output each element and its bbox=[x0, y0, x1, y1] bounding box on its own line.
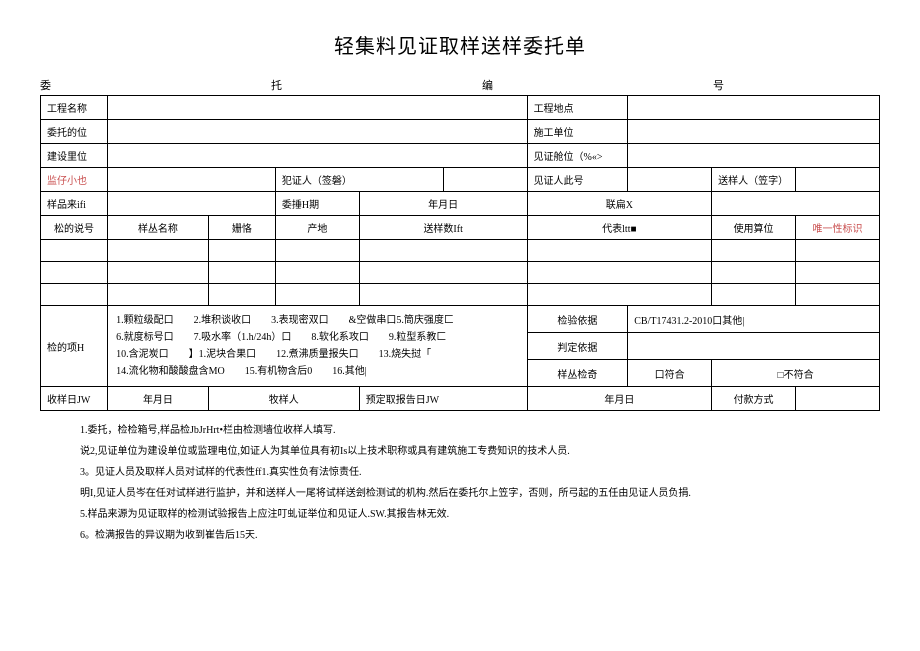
field-judge-basis[interactable] bbox=[628, 333, 880, 360]
page-title: 轻集料见证取样送样委托单 bbox=[40, 30, 880, 59]
note-line: 1.委托，检检箱号,样品检JbJrHrt•栏由检测墙位收样人填写. bbox=[80, 421, 880, 440]
cell-empty[interactable] bbox=[796, 284, 880, 306]
main-form-table: 工程名称 工程地点 委托的位 施工单位 建设里位 见证舱位（%«> 监仔小也 犯… bbox=[40, 95, 880, 411]
cell-empty[interactable] bbox=[208, 284, 275, 306]
cell-empty[interactable] bbox=[108, 262, 209, 284]
label-project-name: 工程名称 bbox=[41, 96, 108, 120]
cell-empty[interactable] bbox=[359, 240, 527, 262]
table-row: 建设里位 见证舱位（%«> bbox=[41, 144, 880, 168]
cell-empty[interactable] bbox=[275, 240, 359, 262]
label-witness-no: 见证人此号 bbox=[527, 168, 628, 192]
label-recv-person: 牧样人 bbox=[208, 387, 359, 411]
field-project-name[interactable] bbox=[108, 96, 527, 120]
header-tuo: 托 bbox=[271, 77, 282, 93]
table-row: 监仔小也 犯证人（签磐） 见证人此号 送样人（笠字） bbox=[41, 168, 880, 192]
label-recv-date: 收样日JW bbox=[41, 387, 108, 411]
label-sample-check: 样丛检奇 bbox=[527, 360, 628, 387]
field-entrust-date[interactable]: 年月日 bbox=[359, 192, 527, 216]
form-number-row: 委 托 编 号 bbox=[40, 77, 880, 93]
table-row: 松的说号 样丛名称 姗恪 产地 送样数Ift 代表ltt■ 使用算位 唯一性标识 bbox=[41, 216, 880, 240]
cell-empty[interactable] bbox=[712, 262, 796, 284]
table-row: 工程名称 工程地点 bbox=[41, 96, 880, 120]
note-line: 3。见证人员及取样人员对试样的代表性ff1.真实性负有法惊责任. bbox=[80, 463, 880, 482]
col-rep: 代表ltt■ bbox=[527, 216, 712, 240]
field-payment[interactable] bbox=[796, 387, 880, 411]
col-spec: 姗恪 bbox=[208, 216, 275, 240]
table-row: 检的项H 1.颗粒级配口 2.堆积谈收口 3.表现密双口 &空做串口5.筒庆强度… bbox=[41, 306, 880, 333]
field-conform[interactable]: 口符合 bbox=[628, 360, 712, 387]
note-line: 明I,见证人员岑在任对试样进行监护，并和送样人一尾将试样送刽检测试的机构.然后在… bbox=[80, 484, 880, 503]
cell-empty[interactable] bbox=[275, 262, 359, 284]
cell-empty[interactable] bbox=[208, 262, 275, 284]
col-unique: 唯一性标识 bbox=[796, 216, 880, 240]
label-entrust-date: 委捶H期 bbox=[275, 192, 359, 216]
label-test-items: 检的项H bbox=[41, 306, 108, 387]
label-test-basis: 检验依据 bbox=[527, 306, 628, 333]
cell-empty[interactable] bbox=[712, 240, 796, 262]
table-row bbox=[41, 262, 880, 284]
field-builder[interactable] bbox=[628, 120, 880, 144]
cell-empty[interactable] bbox=[359, 284, 527, 306]
field-test-items[interactable]: 1.颗粒级配口 2.堆积谈收口 3.表现密双口 &空做串口5.筒庆强度匚 6.就… bbox=[108, 306, 527, 387]
header-bian: 编 bbox=[482, 77, 493, 93]
col-sample-name: 样丛名称 bbox=[108, 216, 209, 240]
table-row: 委托的位 施工单位 bbox=[41, 120, 880, 144]
field-test-basis[interactable]: CB/T17431.2-2010口其他| bbox=[628, 306, 880, 333]
field-contact[interactable] bbox=[712, 192, 880, 216]
label-construct: 建设里位 bbox=[41, 144, 108, 168]
label-sample-src: 样品来ifi bbox=[41, 192, 108, 216]
field-witness-unit[interactable] bbox=[628, 144, 880, 168]
field-report-date[interactable]: 年月日 bbox=[527, 387, 712, 411]
field-witness-sign[interactable] bbox=[443, 168, 527, 192]
table-row bbox=[41, 240, 880, 262]
note-line: 说2,见证单位为建设单位或监理电位,如证人为其单位具有初Is以上技术职称或具有建… bbox=[80, 442, 880, 461]
field-sender-sign[interactable] bbox=[796, 168, 880, 192]
table-row bbox=[41, 284, 880, 306]
cell-empty[interactable] bbox=[41, 284, 108, 306]
cell-empty[interactable] bbox=[796, 262, 880, 284]
label-contact: 联扁X bbox=[527, 192, 712, 216]
field-witness-no[interactable] bbox=[628, 168, 712, 192]
cell-empty[interactable] bbox=[275, 284, 359, 306]
label-payment: 付款方式 bbox=[712, 387, 796, 411]
note-line: 6。检满报告的异议期为收到崔告后15天. bbox=[80, 526, 880, 545]
field-sample-src[interactable] bbox=[108, 192, 276, 216]
cell-empty[interactable] bbox=[527, 262, 712, 284]
label-witness-unit: 见证舱位（%«> bbox=[527, 144, 628, 168]
col-qty: 送样数Ift bbox=[359, 216, 527, 240]
table-row: 收样日JW 年月日 牧样人 预定取报告日JW 年月日 付款方式 bbox=[41, 387, 880, 411]
cell-empty[interactable] bbox=[359, 262, 527, 284]
cell-empty[interactable] bbox=[208, 240, 275, 262]
note-line: 5.样品来源为见证取样的检测试验报告上应注叮虬证举位和见证人.SW.其报告林无效… bbox=[80, 505, 880, 524]
notes-section: 1.委托，检检箱号,样品检JbJrHrt•栏由检测墙位收样人填写. 说2,见证单… bbox=[40, 421, 880, 545]
col-use: 使用算位 bbox=[712, 216, 796, 240]
label-report-date: 预定取报告日JW bbox=[359, 387, 527, 411]
label-client: 委托的位 bbox=[41, 120, 108, 144]
label-sender-sign: 送样人（笠字） bbox=[712, 168, 796, 192]
cell-empty[interactable] bbox=[41, 262, 108, 284]
col-origin: 产地 bbox=[275, 216, 359, 240]
cell-empty[interactable] bbox=[108, 240, 209, 262]
cell-empty[interactable] bbox=[527, 284, 712, 306]
label-builder: 施工单位 bbox=[527, 120, 628, 144]
cell-empty[interactable] bbox=[108, 284, 209, 306]
field-nonconform[interactable]: □不符合 bbox=[712, 360, 880, 387]
field-client[interactable] bbox=[108, 120, 527, 144]
table-row: 样品来ifi 委捶H期 年月日 联扁X bbox=[41, 192, 880, 216]
label-judge-basis: 判定依据 bbox=[527, 333, 628, 360]
cell-empty[interactable] bbox=[41, 240, 108, 262]
label-project-loc: 工程地点 bbox=[527, 96, 628, 120]
field-recv-date[interactable]: 年月日 bbox=[108, 387, 209, 411]
cell-empty[interactable] bbox=[712, 284, 796, 306]
header-hao: 号 bbox=[713, 77, 724, 93]
cell-empty[interactable] bbox=[796, 240, 880, 262]
header-wei: 委 bbox=[40, 77, 51, 93]
label-supervise: 监仔小也 bbox=[41, 168, 108, 192]
field-supervise[interactable] bbox=[108, 168, 276, 192]
cell-empty[interactable] bbox=[527, 240, 712, 262]
field-construct[interactable] bbox=[108, 144, 527, 168]
field-project-loc[interactable] bbox=[628, 96, 880, 120]
label-witness-sign: 犯证人（签磐） bbox=[275, 168, 443, 192]
col-sample-no: 松的说号 bbox=[41, 216, 108, 240]
